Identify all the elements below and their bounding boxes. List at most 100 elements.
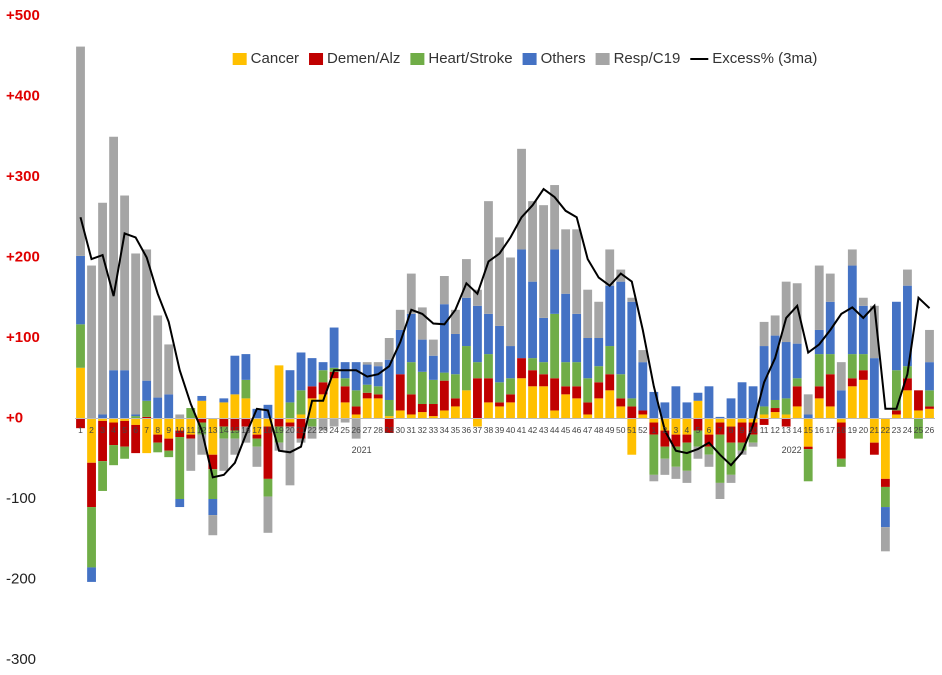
x-tick-label: 5 — [696, 425, 701, 435]
bar-segment — [142, 380, 152, 401]
x-tick-label: 1 — [651, 425, 656, 435]
bar-segment — [373, 386, 383, 395]
year-label: 2022 — [782, 445, 802, 455]
bar-segment — [406, 273, 416, 314]
x-tick-label: 33 — [429, 425, 439, 435]
bar-segment — [715, 434, 725, 483]
bar-segment — [836, 458, 846, 467]
legend-label: Demen/Alz — [327, 50, 400, 67]
bar-segment — [781, 398, 791, 415]
bar-segment — [495, 406, 504, 419]
bar-segment — [208, 499, 218, 516]
x-tick-label: 1 — [78, 425, 83, 435]
bar-segment — [87, 265, 96, 419]
x-tick-label: 17 — [826, 425, 836, 435]
bar-segment — [307, 398, 317, 419]
bar-segment — [197, 418, 207, 423]
bar-segment — [230, 355, 240, 395]
bar-segment — [307, 426, 317, 439]
bar-segment — [274, 365, 284, 419]
bar-segment — [307, 386, 317, 399]
bar-segment — [803, 418, 813, 447]
x-tick-label: 37 — [473, 425, 483, 435]
line-series — [79, 187, 931, 479]
bar-segment — [186, 418, 196, 435]
x-tick-label: 22 — [307, 425, 317, 435]
bar-segment — [649, 474, 659, 482]
bar-segment — [484, 402, 493, 419]
x-tick-label: 40 — [506, 425, 516, 435]
bar-segment — [528, 370, 537, 387]
x-tick-label: 25 — [340, 425, 350, 435]
bar-segment — [914, 410, 923, 419]
bar-segment — [153, 397, 163, 419]
bar-segment — [847, 378, 857, 387]
x-tick-label: 16 — [814, 425, 824, 435]
bar-segment — [186, 434, 196, 439]
bar-segment — [660, 446, 670, 459]
legend-label: Others — [541, 50, 586, 67]
bar-segment — [219, 418, 229, 427]
bar-segment — [539, 205, 548, 318]
bar-segment — [737, 382, 747, 419]
bar-segment — [109, 370, 118, 419]
x-tick-label: 9 — [740, 425, 745, 435]
x-tick-label: 36 — [462, 425, 472, 435]
bar-segment — [197, 395, 207, 401]
bar-segment — [880, 486, 890, 508]
bar-segment — [925, 406, 934, 409]
bar-segment — [384, 399, 394, 417]
bar-segment — [109, 418, 118, 423]
bar-segment — [638, 362, 648, 411]
bar-segment — [351, 414, 361, 419]
bar-segment — [583, 414, 593, 419]
bar-segment — [682, 470, 692, 483]
bar-segment — [296, 418, 306, 439]
y-tick-label: -100 — [6, 490, 36, 507]
bar-segment — [759, 346, 769, 407]
bar-segment — [495, 325, 504, 383]
bar-segment — [627, 406, 637, 419]
bar-segment — [759, 321, 769, 347]
bar-segment — [925, 362, 934, 391]
x-tick-label: 2 — [89, 425, 94, 435]
bar-segment — [417, 339, 427, 372]
bar-segment — [737, 422, 747, 443]
x-tick-label: 26 — [351, 425, 361, 435]
bar-segment — [450, 374, 460, 399]
bar-segment — [164, 418, 174, 439]
bar-segment — [550, 410, 560, 419]
bar-segment — [825, 374, 835, 407]
bar-segment — [903, 378, 912, 391]
bar-segment — [704, 434, 714, 447]
bar-segment — [329, 378, 339, 419]
bar-segment — [814, 354, 824, 387]
x-tick-label: 8 — [155, 425, 160, 435]
bar-segment — [649, 422, 659, 435]
bar-segment — [627, 301, 637, 399]
x-tick-label: 41 — [517, 425, 527, 435]
bar-segment — [318, 394, 328, 419]
bar-segment — [87, 418, 96, 463]
bar-segment — [869, 418, 879, 443]
bar-segment — [759, 414, 769, 419]
bar-segment — [583, 338, 593, 379]
bar-segment — [682, 434, 692, 443]
bar-segment — [572, 362, 582, 387]
bar-segment — [252, 408, 262, 419]
bar-segment — [142, 418, 152, 454]
bar-segment — [825, 301, 835, 355]
x-tick-label: 30 — [396, 425, 406, 435]
bar-segment — [660, 458, 670, 475]
bar-segment — [649, 434, 659, 475]
bar-segment — [506, 378, 515, 395]
bar-segment — [528, 281, 537, 359]
bar-segment — [682, 442, 692, 471]
bar-segment — [395, 410, 405, 419]
bar-segment — [462, 259, 471, 298]
x-tick-label: 29 — [384, 425, 394, 435]
bar-segment — [241, 354, 251, 380]
x-tick-label: 38 — [484, 425, 494, 435]
bar-segment — [296, 352, 306, 391]
bar-segment — [340, 418, 350, 423]
